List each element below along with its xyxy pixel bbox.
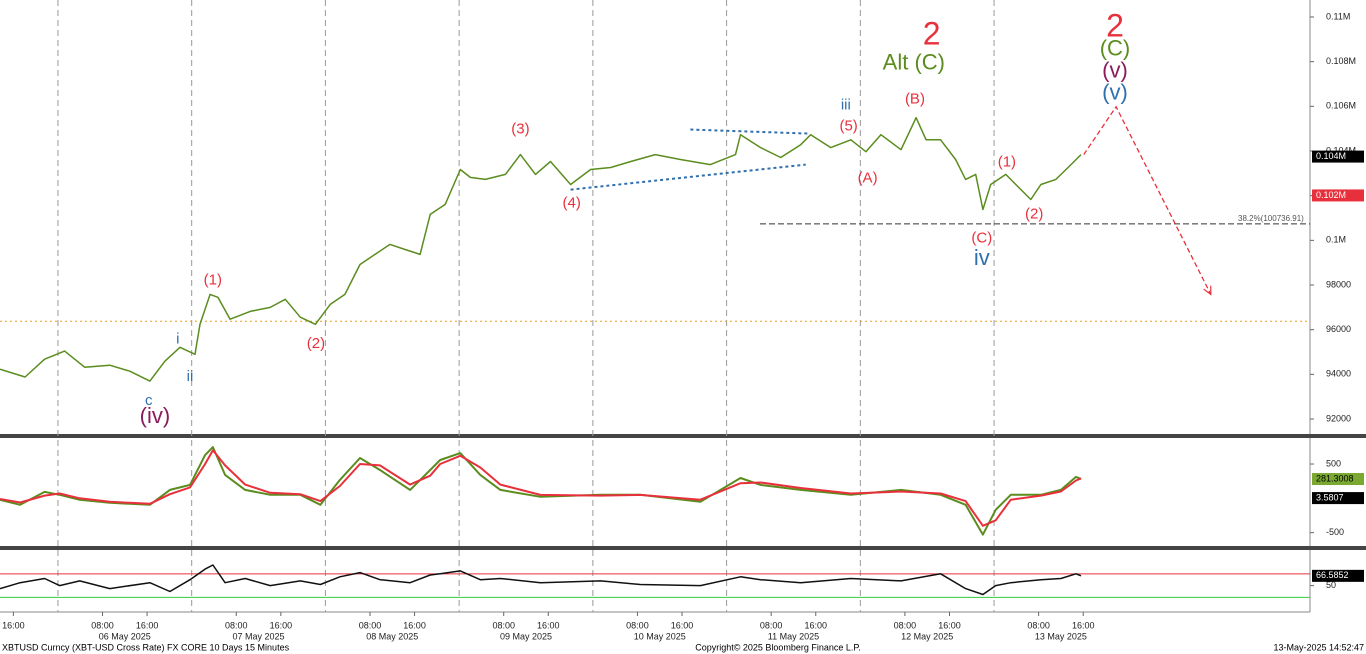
wave-label: (1) — [998, 154, 1016, 171]
wave-label: (3) — [511, 121, 529, 138]
wave-label: (C) — [971, 230, 992, 247]
data-line — [0, 564, 1082, 596]
x-tick-label: 16:00 — [537, 620, 560, 630]
price-tag-label: 281.3008 — [1316, 473, 1354, 483]
wave-label: (1) — [204, 271, 222, 288]
y-tick-label: 96000 — [1326, 324, 1351, 334]
wave-label: iv — [974, 245, 990, 270]
x-tick-label: 16:00 — [2, 620, 25, 630]
price-tag-label: 0.104M — [1316, 151, 1346, 161]
x-tick-label: 16:00 — [804, 620, 827, 630]
projection-arrow — [1083, 105, 1211, 295]
data-line — [0, 446, 1082, 536]
footer-center: Copyright© 2025 Bloomberg Finance L.P. — [695, 642, 861, 652]
reference-label: 38.2%(100736.91) — [1238, 214, 1304, 223]
wave-label: ii — [187, 368, 194, 385]
panel-separator — [0, 434, 1366, 438]
wave-label: (C) — [1100, 36, 1131, 61]
y-tick-label: 0.108M — [1326, 56, 1356, 66]
x-tick-label: 08:00 — [91, 620, 114, 630]
price-tag-label: 66.5852 — [1316, 570, 1349, 580]
x-tick-label: 16:00 — [671, 620, 694, 630]
price-tag — [1312, 569, 1364, 582]
data-line — [0, 116, 1082, 382]
wave-label: (4) — [563, 194, 581, 211]
wave-label: (2) — [307, 335, 325, 352]
price-tag — [1312, 189, 1364, 202]
x-tick-label: 08:00 — [1027, 620, 1050, 630]
y-tick-label: 0.104M — [1326, 145, 1356, 155]
wave-label: (B) — [905, 91, 925, 108]
y-tick-label: 500 — [1326, 458, 1341, 468]
x-tick-label: 16:00 — [1072, 620, 1095, 630]
x-tick-label: 08:00 — [894, 620, 917, 630]
date-tick-label: 12 May 2025 — [901, 631, 953, 641]
price-tag-label: 3.5807 — [1316, 492, 1344, 502]
panel-separator — [0, 546, 1366, 550]
y-tick-label: -500 — [1326, 527, 1344, 537]
x-tick-label: 08:00 — [225, 620, 248, 630]
y-tick-label: 94000 — [1326, 369, 1351, 379]
x-tick-label: 16:00 — [136, 620, 159, 630]
price-tag — [1312, 150, 1364, 163]
date-tick-label: 06 May 2025 — [99, 631, 151, 641]
date-tick-label: 13 May 2025 — [1035, 631, 1087, 641]
wave-label: (2) — [1025, 205, 1043, 222]
date-tick-label: 11 May 2025 — [768, 631, 819, 641]
y-tick-label: 0.106M — [1326, 101, 1356, 111]
x-tick-label: 16:00 — [938, 620, 961, 630]
y-tick-label: 50 — [1326, 580, 1336, 590]
footer-right: 13-May-2025 14:52:47 — [1273, 642, 1364, 652]
price-tag — [1312, 492, 1364, 505]
y-tick-label: 0.1M — [1326, 235, 1346, 245]
y-tick-label: 92000 — [1326, 413, 1351, 423]
trend-line — [690, 128, 809, 135]
x-tick-label: 08:00 — [760, 620, 783, 630]
wave-label: Alt (C) — [883, 50, 945, 75]
date-tick-label: 09 May 2025 — [500, 631, 552, 641]
x-tick-label: 08:00 — [626, 620, 649, 630]
wave-label: (v) — [1102, 80, 1128, 105]
wave-label: i — [176, 330, 179, 347]
date-tick-label: 10 May 2025 — [634, 631, 686, 641]
date-tick-label: 07 May 2025 — [233, 631, 285, 641]
wave-label: 2 — [1106, 7, 1124, 43]
y-tick-label: 0.11M — [1326, 11, 1350, 21]
y-tick-label: 98000 — [1326, 279, 1351, 289]
wave-label: 2 — [923, 15, 941, 51]
data-line — [0, 449, 1082, 527]
x-tick-label: 16:00 — [403, 620, 426, 630]
wave-label: c — [145, 392, 153, 409]
x-tick-label: 08:00 — [359, 620, 382, 630]
footer-left: XBTUSD Curncy (XBT-USD Cross Rate) FX CO… — [2, 642, 290, 652]
price-tag — [1312, 473, 1364, 486]
date-tick-label: 08 May 2025 — [366, 631, 418, 641]
wave-label: (5) — [839, 118, 857, 135]
wave-label: (A) — [858, 169, 878, 186]
price-tag-label: 0.102M — [1316, 190, 1346, 200]
wave-label: iii — [841, 97, 851, 114]
x-tick-label: 16:00 — [270, 620, 293, 630]
x-tick-label: 08:00 — [492, 620, 515, 630]
wave-label: (iv) — [140, 403, 171, 428]
wave-label: (v) — [1102, 58, 1128, 83]
